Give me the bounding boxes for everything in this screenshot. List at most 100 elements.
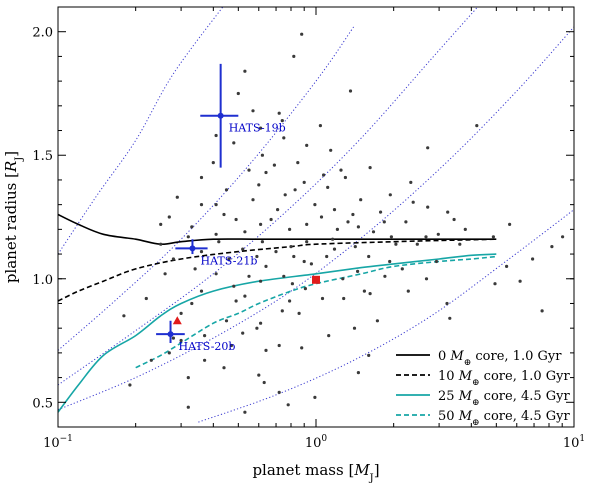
planet-point [222,212,226,217]
planet-point [305,222,309,226]
planet-point [264,348,268,352]
planet-point [379,210,383,214]
planet-point [282,136,286,140]
planet-point [325,254,329,259]
planet-point [232,284,236,288]
planet-point [550,245,554,249]
planet-point [260,153,264,157]
planet-label: HATS-20b [179,340,236,353]
planet-point [280,119,284,123]
planet-point [255,254,259,259]
planet-point [309,262,313,266]
axis-tick-labels: 10−1 100 101 0.5 1.0 1.5 2.0 [32,26,585,451]
planet-point [356,269,360,273]
planet-point [292,54,296,59]
planet-point [234,299,238,303]
planet-point [247,274,251,278]
planet-point [190,225,194,229]
planet-point [214,232,218,236]
y-tick-label: 2.0 [32,26,53,41]
plot-background [58,7,574,427]
planet-point [286,403,290,407]
planet-point [224,188,229,192]
planet-point [356,371,360,375]
planet-point [186,405,190,409]
axis-ticks [57,7,575,427]
planet-point [318,124,322,128]
planet-point [259,126,263,130]
highlighted-planets: HATS-19b HATS-21b HATS-20b [156,63,286,353]
planet-point [302,180,306,184]
planet-point [329,148,333,152]
planet-point [159,222,163,226]
planet-point [452,217,456,222]
legend-label: 50 M⊕ core, 4.5 Gyr [438,409,570,428]
planet-point [375,319,379,323]
planet-point [409,180,413,184]
planet-point [289,245,293,249]
planet-point [236,91,240,96]
planet-point [368,166,372,170]
planet-point [243,410,247,414]
planet-point [356,225,360,229]
planet-point [508,222,512,226]
planet-point [199,289,204,293]
planet-point [288,227,292,231]
planet-point [274,250,278,254]
planet-point [341,277,345,281]
planet-point [179,338,183,343]
planet-point [313,395,317,399]
planet-point [493,282,497,286]
planet-point [214,272,218,276]
planet-point [260,240,264,244]
legend-label: 0 M⊕ core, 1.0 Gyr [438,349,562,368]
model-curve [58,213,497,246]
density-curve [198,209,574,423]
planet-point [280,309,284,313]
planet-point [163,272,167,276]
planet-point [251,109,255,113]
planet-point [320,296,325,301]
planet-point [167,215,171,219]
x-axis-title: planet mass [MJ] [252,461,379,484]
planet-point [247,168,251,172]
planet-point [446,210,450,214]
planet-point [367,254,371,259]
density-curves [58,7,574,423]
planet-point [300,32,304,36]
y-tick-label: 1.0 [32,273,53,288]
planet-point [186,235,190,239]
known-planets [122,32,565,414]
planet-marker [167,331,174,338]
planet-point [371,230,376,234]
planet-point [348,89,353,93]
planet-point [262,380,266,385]
planet-point [199,175,204,180]
planet-point [518,279,522,283]
planet-point [292,254,296,259]
planet-point [259,279,263,283]
legend-entry: 25 M⊕ core, 4.5 Gyr [396,389,570,408]
planet-point [243,69,247,73]
planet-point [339,168,343,172]
planet-point [229,343,233,348]
special-markers [172,275,320,325]
density-curve [58,26,574,411]
planet-point [190,301,194,306]
planet-point [259,321,263,325]
planet-point [343,175,347,180]
planet-point [353,245,357,249]
planet-point [505,264,509,268]
planet-point [269,217,273,222]
planet-point [491,235,495,239]
model-curve [58,238,497,302]
planet-point [222,366,226,370]
model-curve [135,255,497,369]
planet-point [415,242,419,246]
planet-point [351,212,355,217]
legend-label: 25 M⊕ core, 4.5 Gyr [438,389,570,408]
planet-point [303,287,307,291]
planet-point [424,277,429,281]
